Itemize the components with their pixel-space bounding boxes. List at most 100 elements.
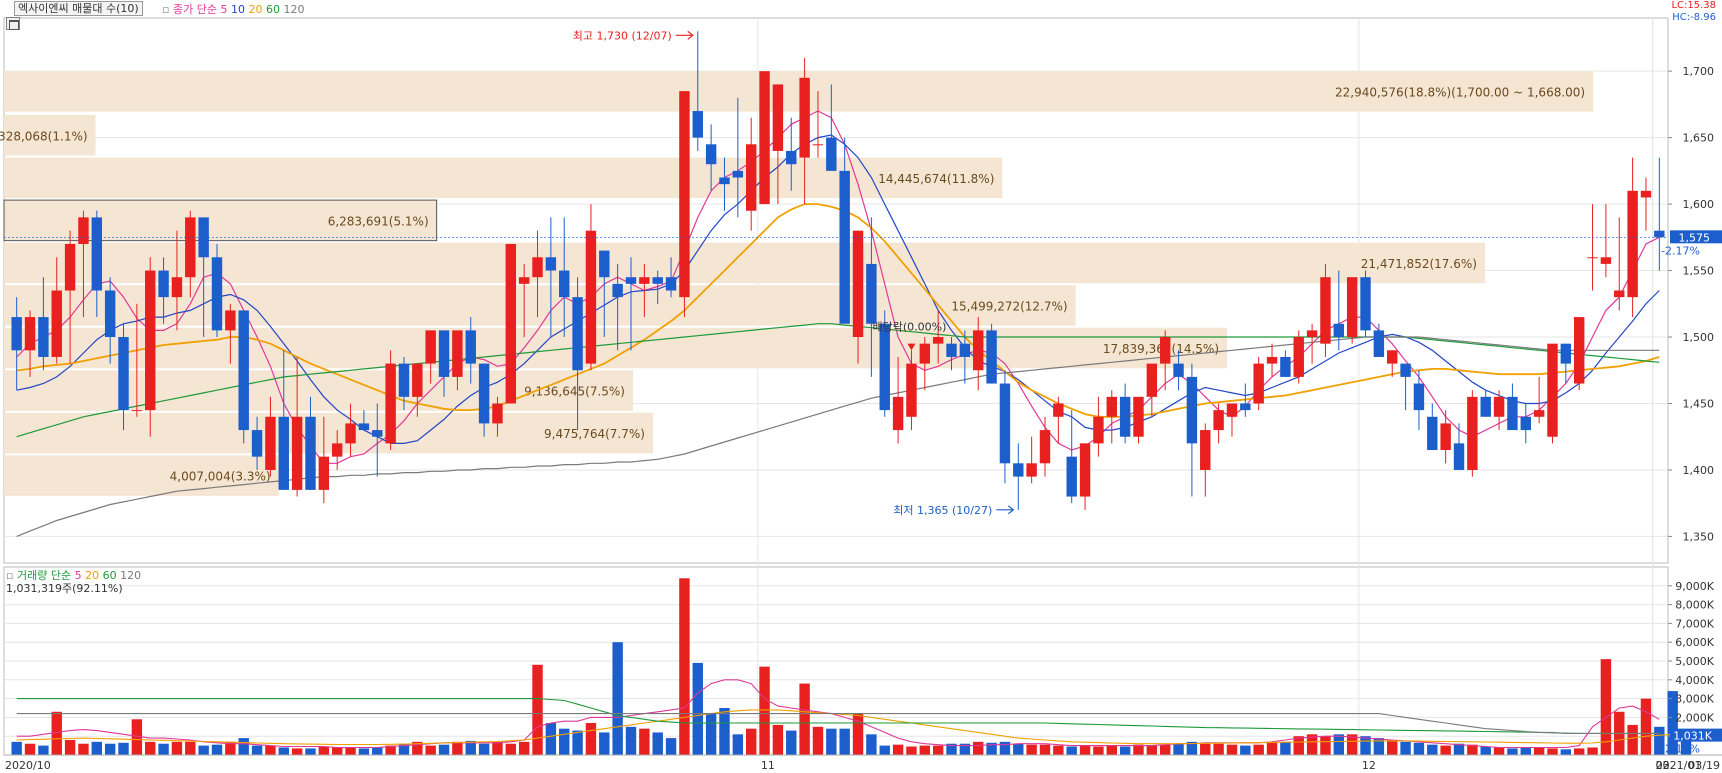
current-price-tag [1670, 230, 1722, 244]
volume-bar [425, 745, 436, 755]
volume-layer [11, 578, 1692, 755]
candle-body [225, 310, 236, 331]
candle-body [64, 243, 76, 291]
candle-body [1453, 443, 1465, 470]
volume-profile-label: 22,940,576(18.8%)(1,700.00 ~ 1,668.00) [1335, 85, 1585, 99]
volume-bar [291, 748, 303, 755]
ma60-legend[interactable]: 60 [265, 3, 280, 16]
ma10-legend[interactable]: 10 [230, 3, 245, 16]
candle-body [198, 217, 209, 258]
x-tick-label: 11 [761, 759, 775, 772]
volume-summary: 1,031,319주(92.11%) [6, 582, 123, 595]
volume-bar [1413, 742, 1425, 755]
low-price-annotation: 최저 1,365 (10/27) [893, 504, 992, 517]
candle-body [278, 416, 289, 490]
candle-body [986, 330, 997, 384]
candle-body [1413, 383, 1425, 411]
candle-body [1547, 343, 1558, 437]
volume-bar [118, 742, 129, 755]
candle-body [732, 170, 744, 178]
calculator-icon[interactable] [6, 17, 20, 30]
x-tick-label: 2020/10 [5, 759, 51, 772]
vol-ma60-legend[interactable]: 60 [102, 569, 117, 582]
volume-bar [532, 664, 543, 755]
volume-legend: ▫ 거래량 단순 5 20 60 120 [6, 567, 141, 583]
volume-bar [1400, 741, 1411, 755]
candle-body [959, 343, 971, 357]
volume-bar [585, 723, 597, 755]
candle-body [1066, 456, 1077, 497]
candle-body [1240, 403, 1251, 411]
candle-body [425, 330, 436, 364]
vol-ma5-legend[interactable]: 5 [74, 569, 82, 582]
candle-body [1119, 396, 1131, 437]
candle-body [1213, 410, 1224, 431]
volume-bar [1213, 743, 1224, 755]
volume-bar [919, 745, 931, 755]
volume-profile-bar [4, 115, 96, 156]
volume-bar [812, 726, 824, 755]
volume-bar [1066, 746, 1077, 755]
candle-body [372, 430, 383, 437]
candle-body [1333, 323, 1345, 338]
volume-bar [145, 741, 156, 755]
volume-bar [1266, 742, 1278, 755]
candle-body [211, 257, 223, 331]
volume-bar [599, 732, 610, 755]
volume-bar [1547, 748, 1558, 755]
candle-body [906, 363, 917, 417]
volume-bar [358, 748, 370, 755]
volume-bar [1600, 659, 1612, 755]
volume-bar [331, 747, 343, 755]
volume-bar [1293, 736, 1304, 755]
price-tick-label: 1,550 [1683, 265, 1715, 278]
candle-body [1039, 430, 1051, 464]
ma5-legend[interactable]: 5 [220, 3, 228, 16]
volume-bar [625, 726, 637, 755]
volume-bar [345, 747, 356, 755]
candle-body [505, 243, 517, 404]
volume-profile-bar [4, 157, 1003, 199]
ma120-legend[interactable]: 120 [283, 3, 305, 16]
volume-bar [91, 741, 103, 755]
ma20-legend[interactable]: 20 [248, 3, 263, 16]
volume-bar [452, 741, 463, 755]
candle-body [478, 363, 490, 424]
candle-body [1146, 363, 1158, 397]
price-tick-label: 1,650 [1683, 132, 1715, 145]
volume-bar [131, 719, 143, 755]
candle-body [1133, 396, 1144, 437]
vol-ma120-legend[interactable]: 120 [120, 569, 142, 582]
volume-profile-bar [4, 285, 1076, 326]
candle-body [625, 277, 637, 284]
candle-body [265, 416, 276, 470]
price-tick-label: 1,400 [1683, 464, 1715, 477]
volume-tick-label: 4,000K [1675, 674, 1714, 687]
candle-body [639, 277, 650, 284]
volume-tick-label: 6,000K [1675, 636, 1714, 649]
candle-body [652, 277, 663, 284]
candle-body [532, 257, 543, 278]
hc-label: HC:-8.96 [1672, 12, 1716, 23]
volume-bar [1200, 743, 1211, 755]
candle-body [438, 330, 450, 377]
volume-bar [478, 743, 490, 755]
candle-body [919, 343, 931, 364]
candle-body [759, 71, 770, 205]
chart-title[interactable]: 엑사이엔씨 매물대 수(10) [14, 1, 143, 16]
ma-legend-label: 종가 단순 [172, 3, 217, 16]
candle-body [358, 423, 370, 431]
volume-bar [772, 724, 784, 755]
candle-body [839, 170, 850, 324]
candle-body [118, 337, 129, 411]
volume-bar [438, 744, 450, 755]
volume-profile-layer: 22,940,576(18.8%)(1,700.00 ~ 1,668.00) 1,… [0, 71, 1594, 496]
candle-body [145, 270, 156, 411]
vol-ma20-legend[interactable]: 20 [85, 569, 100, 582]
volume-bar [305, 748, 316, 755]
volume-bar [732, 734, 744, 755]
legend-bullet: ▫ [162, 3, 170, 16]
volume-bar [238, 738, 249, 755]
candle-body [932, 337, 944, 344]
